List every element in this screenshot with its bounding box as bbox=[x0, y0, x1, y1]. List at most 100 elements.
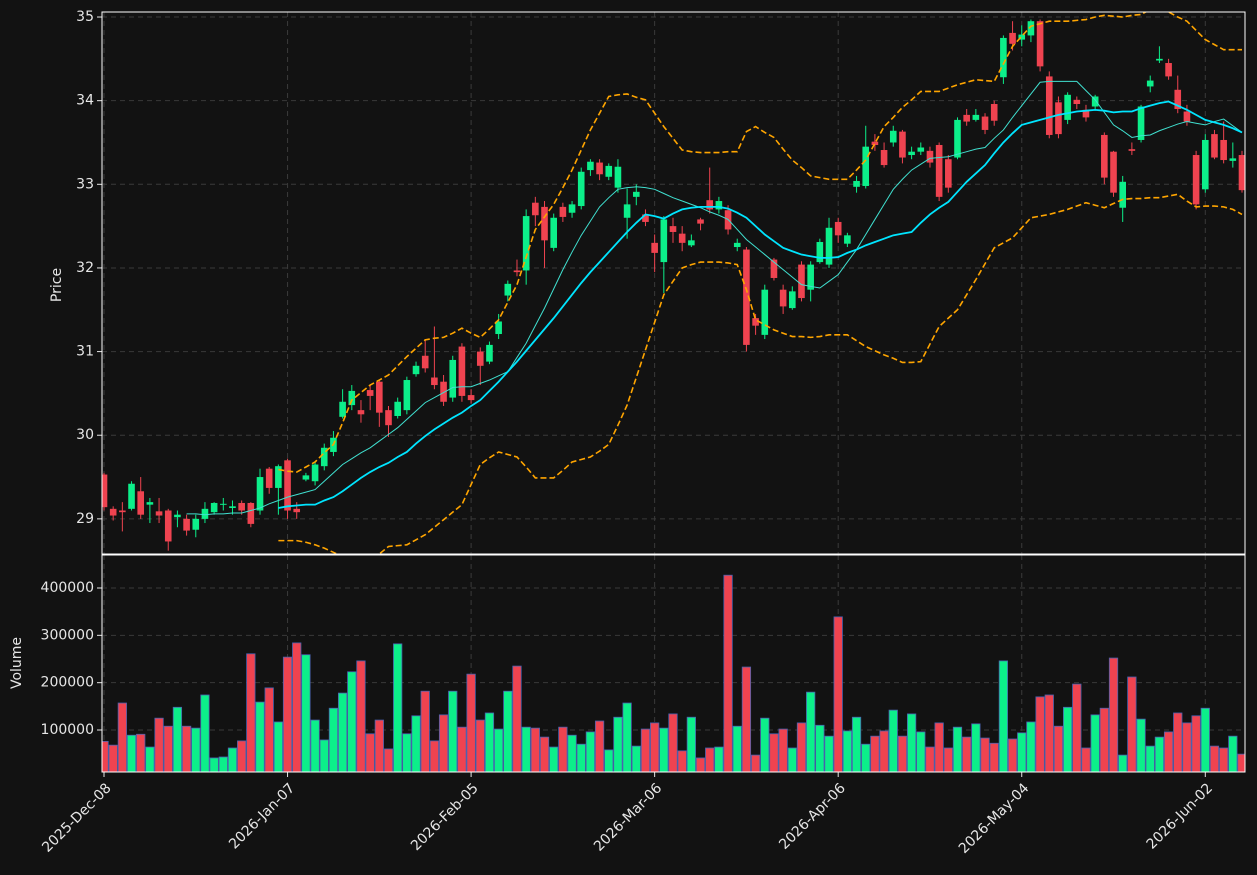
volume-bar bbox=[356, 660, 366, 772]
y-tick-label: 35 bbox=[76, 9, 94, 25]
candle-body bbox=[265, 468, 273, 488]
volume-bar bbox=[457, 726, 467, 772]
y-tick-label: 34 bbox=[76, 93, 94, 109]
candle-body bbox=[816, 242, 824, 263]
candle-body bbox=[990, 104, 998, 121]
y-tick-label: 31 bbox=[76, 344, 94, 360]
candle-body bbox=[834, 221, 842, 236]
volume-bar bbox=[558, 726, 568, 772]
candle-body bbox=[632, 191, 640, 197]
candle-body bbox=[210, 502, 218, 513]
candle-body bbox=[889, 130, 897, 143]
volume-bar bbox=[851, 716, 862, 772]
volume-bar bbox=[659, 727, 669, 772]
volume-bar bbox=[1209, 745, 1220, 772]
volume-bar bbox=[539, 736, 550, 772]
candle-body bbox=[1146, 80, 1154, 87]
candle-body bbox=[1101, 134, 1108, 178]
volume-bar bbox=[934, 722, 944, 772]
candle-body bbox=[1027, 21, 1035, 36]
volume-bar bbox=[650, 722, 660, 772]
volume-bar bbox=[246, 653, 256, 772]
candle-body bbox=[1082, 109, 1090, 118]
candle-body bbox=[945, 159, 952, 188]
volume-bar bbox=[264, 687, 274, 772]
candle-body bbox=[550, 217, 557, 248]
candle-body bbox=[862, 146, 870, 186]
volume-bar bbox=[1182, 722, 1192, 772]
volume-bar bbox=[154, 717, 164, 772]
candle-body bbox=[431, 377, 438, 386]
candle-body bbox=[605, 165, 613, 177]
candle-body bbox=[256, 477, 264, 511]
candle-body bbox=[577, 171, 585, 207]
volume-bar bbox=[1053, 725, 1064, 772]
candle-body bbox=[403, 380, 411, 411]
volume-bar bbox=[952, 726, 963, 772]
candle-body bbox=[981, 116, 989, 130]
candle-body bbox=[688, 240, 695, 246]
candle-body bbox=[366, 390, 374, 396]
candle-body bbox=[853, 180, 860, 187]
candle-body bbox=[1137, 106, 1145, 140]
candle-body bbox=[789, 291, 796, 309]
volume-bar bbox=[613, 716, 623, 772]
volume-bar bbox=[102, 740, 109, 772]
candle-body bbox=[137, 491, 145, 515]
volume-bar bbox=[108, 744, 118, 772]
candle-body bbox=[513, 270, 521, 273]
volume-bar bbox=[732, 725, 742, 772]
y-tick-label: 29 bbox=[76, 511, 94, 527]
candle-body bbox=[532, 202, 539, 216]
candle-body bbox=[1000, 37, 1007, 78]
volume-bar bbox=[475, 719, 485, 772]
candle-body bbox=[1201, 139, 1209, 190]
volume-bar bbox=[576, 743, 586, 772]
y-tick-label: 100000 bbox=[41, 722, 94, 738]
volume-bar bbox=[824, 735, 834, 772]
candle-body bbox=[678, 233, 686, 243]
volume-bar bbox=[172, 706, 183, 772]
volume-bar bbox=[209, 757, 219, 772]
candle-body bbox=[385, 410, 392, 426]
panel-frame bbox=[101, 11, 1246, 555]
volume-bar bbox=[686, 716, 696, 772]
volume-bar bbox=[512, 665, 522, 772]
volume-bar bbox=[145, 746, 155, 772]
candle-body bbox=[715, 201, 723, 210]
candle-body bbox=[642, 214, 649, 222]
volume-bar bbox=[1099, 707, 1109, 772]
candle-body bbox=[807, 264, 814, 290]
volume-bar bbox=[1228, 735, 1238, 772]
candle-body bbox=[1091, 96, 1099, 107]
candle-body bbox=[247, 502, 255, 524]
volume-bar bbox=[1072, 683, 1082, 772]
volume-bar bbox=[723, 574, 733, 772]
candle-body bbox=[1055, 102, 1062, 135]
volume-bar bbox=[677, 750, 687, 772]
candle-body bbox=[798, 264, 805, 299]
plot-area bbox=[102, 555, 1245, 772]
candle-body bbox=[1064, 94, 1071, 120]
candle-body bbox=[972, 114, 980, 120]
volume-bar bbox=[411, 715, 421, 772]
candle-body bbox=[293, 508, 301, 513]
volume-bar bbox=[1191, 715, 1201, 772]
volume-bar bbox=[117, 702, 127, 772]
candle-body bbox=[743, 249, 750, 345]
candle-body bbox=[899, 131, 906, 158]
volume-bar bbox=[769, 733, 779, 772]
candle-body bbox=[449, 359, 457, 398]
volume-bar bbox=[227, 747, 238, 772]
y-tick-label: 300000 bbox=[41, 627, 94, 643]
candle-body bbox=[522, 216, 530, 271]
volume-bar bbox=[255, 701, 265, 772]
candle-body bbox=[339, 401, 346, 417]
volume-bar bbox=[971, 723, 981, 772]
y-axis-title: Price bbox=[49, 268, 65, 302]
volume-bar bbox=[1063, 706, 1073, 772]
volume-bar bbox=[1237, 753, 1245, 772]
volume-bar bbox=[842, 730, 852, 772]
candle-body bbox=[1156, 58, 1163, 61]
volume-bar bbox=[1081, 747, 1091, 772]
